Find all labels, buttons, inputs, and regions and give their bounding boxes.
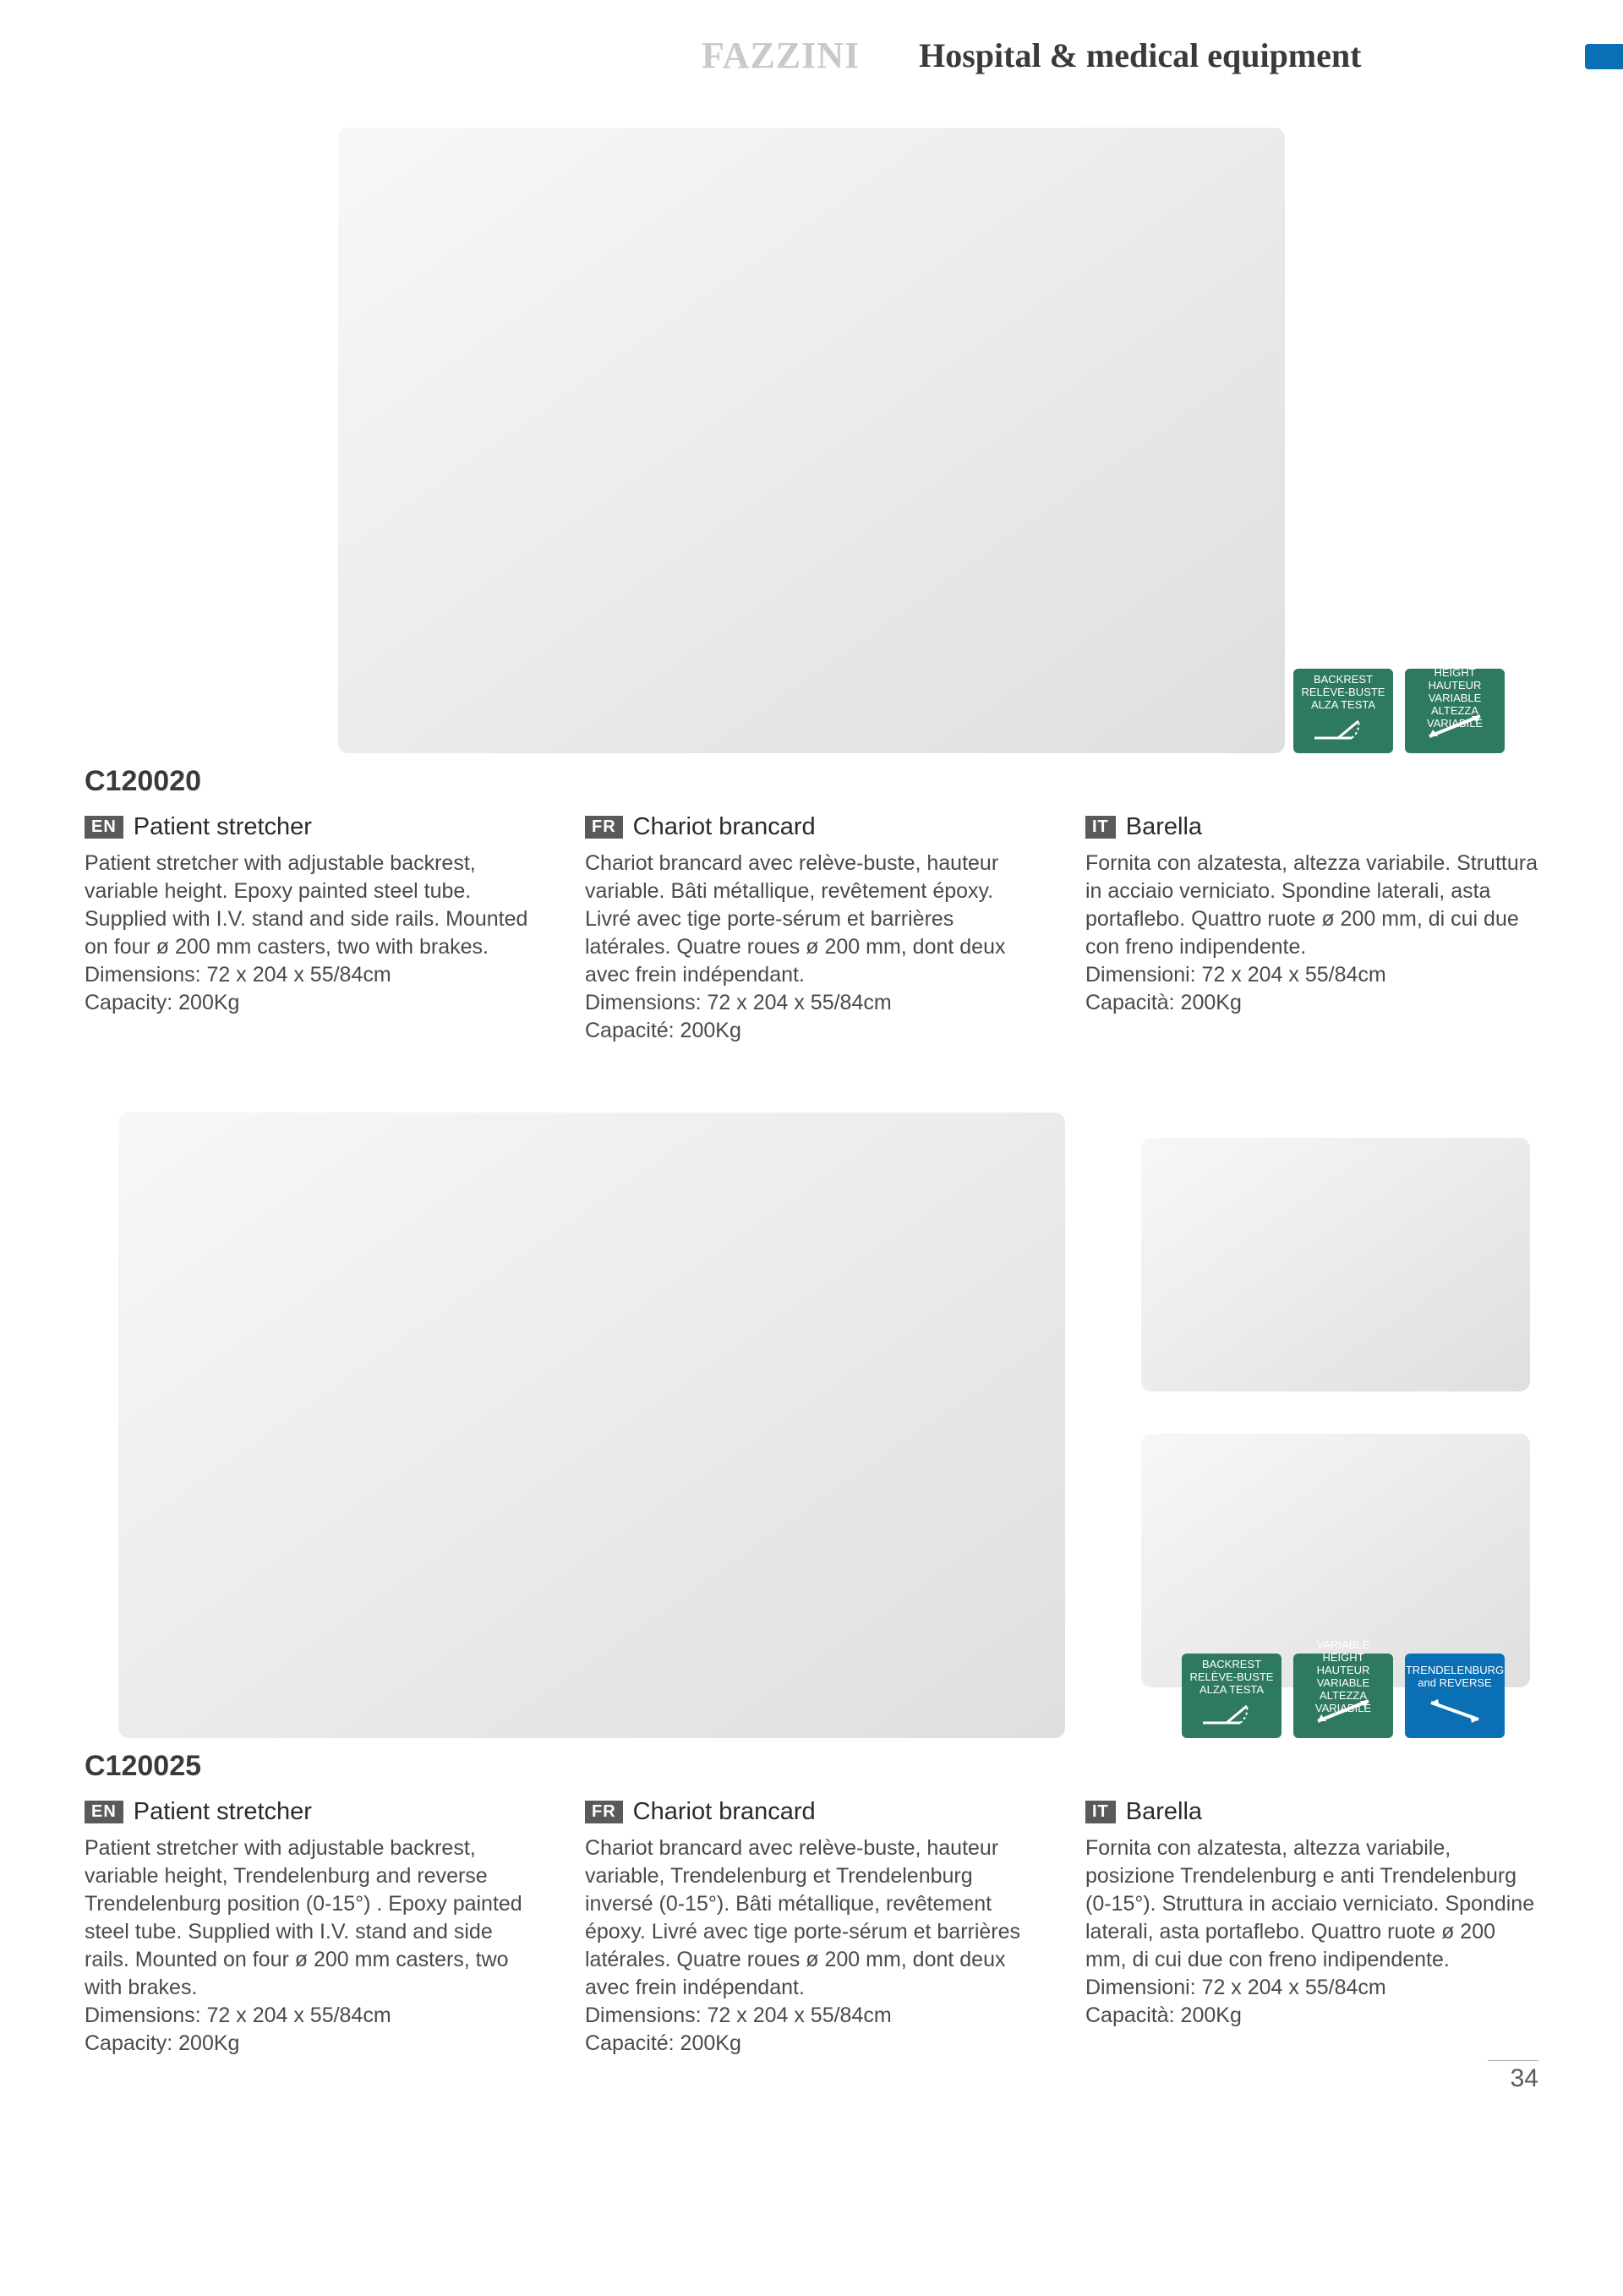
varheight-icon — [1421, 709, 1489, 746]
description-column: IT Barella Fornita con alzatesta, altezza … — [1085, 1798, 1538, 2058]
description-column: EN Patient stretcher Patient stretcher wit… — [85, 813, 538, 1045]
feature-badge: BACKRESTRELÈVE-BUSTEALZA TESTA — [1293, 669, 1393, 753]
feature-badge: VARIABLE HEIGHTHAUTEUR VARIABLEALTEZZA V… — [1405, 669, 1505, 753]
column-title-row: EN Patient stretcher — [85, 1798, 538, 1826]
language-tag: FR — [585, 816, 623, 839]
product-image-placeholder — [338, 128, 1285, 753]
column-body: Chariot brancard avec relève-buste, haut… — [585, 850, 1038, 1045]
feature-badge: BACKRESTRELÈVE-BUSTEALZA TESTA — [1182, 1654, 1281, 1738]
backrest-icon — [1309, 709, 1377, 746]
description-column: EN Patient stretcher Patient stretcher wit… — [85, 1798, 538, 2058]
column-title: Patient stretcher — [134, 1798, 312, 1826]
column-title: Chariot brancard — [633, 813, 816, 841]
column-body: Patient stretcher with adjustable backre… — [85, 850, 538, 1017]
product-image-area: BACKRESTRELÈVE-BUSTEALZA TESTA VARIABLE H… — [85, 85, 1538, 753]
column-title-row: EN Patient stretcher — [85, 813, 538, 841]
language-tag: EN — [85, 1801, 123, 1823]
badge-label: TRENDELENBURGand REVERSE — [1406, 1660, 1504, 1694]
language-tag: IT — [1085, 816, 1116, 839]
varheight-icon — [1309, 1694, 1377, 1731]
product-thumbs — [1141, 1138, 1530, 1687]
language-tag: FR — [585, 1801, 623, 1823]
badge-label: BACKRESTRELÈVE-BUSTEALZA TESTA — [1190, 1660, 1274, 1694]
product-image-placeholder — [118, 1112, 1065, 1738]
product-code: C120020 — [85, 765, 1538, 798]
category-title: Hospital & medical equipment — [919, 36, 1361, 75]
catalog-page: FAZZINI Hospital & medical equipment BAC… — [0, 0, 1623, 2108]
language-tag: IT — [1085, 1801, 1116, 1823]
column-body: Fornita con alzatesta, altezza variabile… — [1085, 1834, 1538, 2030]
description-column: FR Chariot brancard Chariot brancard avec … — [585, 1798, 1038, 2058]
product-block: BACKRESTRELÈVE-BUSTEALZA TESTA VARIABLE H… — [85, 1096, 1538, 2058]
product-code: C120025 — [85, 1750, 1538, 1783]
badge-label: VARIABLE HEIGHTHAUTEUR VARIABLEALTEZZA V… — [1298, 1660, 1388, 1694]
description-column: FR Chariot brancard Chariot brancard avec … — [585, 813, 1038, 1045]
feature-badge: TRENDELENBURGand REVERSE — [1405, 1654, 1505, 1738]
column-title: Barella — [1126, 1798, 1202, 1826]
column-title: Patient stretcher — [134, 813, 312, 841]
description-column: IT Barella Fornita con alzatesta, altezza … — [1085, 813, 1538, 1045]
column-body: Patient stretcher with adjustable backre… — [85, 1834, 538, 2058]
description-columns: EN Patient stretcher Patient stretcher wit… — [85, 1798, 1538, 2058]
language-tag: EN — [85, 816, 123, 839]
badge-label: VARIABLE HEIGHTHAUTEUR VARIABLEALTEZZA V… — [1410, 675, 1500, 709]
column-title-row: IT Barella — [1085, 1798, 1538, 1826]
badge-label: BACKRESTRELÈVE-BUSTEALZA TESTA — [1302, 675, 1385, 709]
column-title-row: FR Chariot brancard — [585, 813, 1038, 841]
column-body: Chariot brancard avec relève-buste, haut… — [585, 1834, 1038, 2058]
column-body: Fornita con alzatesta, altezza variabile… — [1085, 850, 1538, 1017]
brand-name: FAZZINI — [702, 34, 860, 77]
feature-badge: VARIABLE HEIGHTHAUTEUR VARIABLEALTEZZA V… — [1293, 1654, 1393, 1738]
backrest-icon — [1198, 1694, 1265, 1731]
description-columns: EN Patient stretcher Patient stretcher wit… — [85, 813, 1538, 1045]
trend-icon — [1421, 1694, 1489, 1731]
product-block: BACKRESTRELÈVE-BUSTEALZA TESTA VARIABLE H… — [85, 85, 1538, 1045]
column-title: Chariot brancard — [633, 1798, 816, 1826]
product-thumb-placeholder — [1141, 1138, 1530, 1391]
page-number: 34 — [1488, 2060, 1538, 2093]
product-image-area: BACKRESTRELÈVE-BUSTEALZA TESTA VARIABLE H… — [85, 1096, 1538, 1738]
header-accent-bar — [1585, 44, 1623, 69]
feature-badges: BACKRESTRELÈVE-BUSTEALZA TESTA VARIABLE H… — [1182, 1654, 1505, 1738]
feature-badges: BACKRESTRELÈVE-BUSTEALZA TESTA VARIABLE H… — [1293, 669, 1505, 753]
column-title-row: IT Barella — [1085, 813, 1538, 841]
page-header: FAZZINI Hospital & medical equipment — [85, 34, 1538, 77]
column-title: Barella — [1126, 813, 1202, 841]
column-title-row: FR Chariot brancard — [585, 1798, 1038, 1826]
